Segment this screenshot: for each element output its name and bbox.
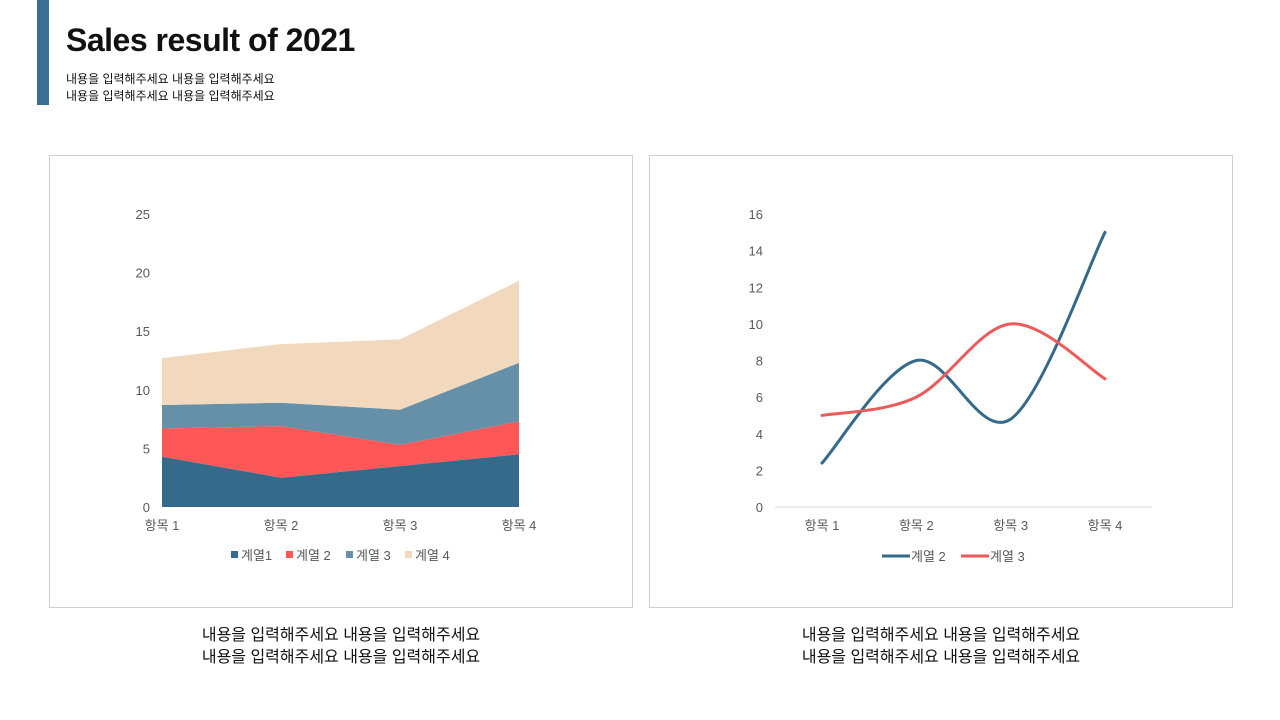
area-legend: 계열1 계열 2 계열 3 계열 4 xyxy=(231,548,450,563)
y-tick-label: 10 xyxy=(136,383,150,398)
area-chart-panel: 0 5 10 15 20 25 항목 1 항목 2 항목 3 항목 4 계열1 계열 2 계열 3 계열 … xyxy=(49,155,633,608)
line-series-계열2 xyxy=(820,230,1107,465)
area-series-계열4 xyxy=(162,280,519,410)
y-tick-label: 0 xyxy=(143,500,150,515)
y-tick-label: 15 xyxy=(136,324,150,339)
y-tick-label: 16 xyxy=(749,207,763,222)
caption-line: 내용을 입력해주세요 내용을 입력해주세요 xyxy=(201,649,481,666)
left-caption: 내용을 입력해주세요 내용을 입력해주세요 내용을 입력해주세요 내용을 입력해… xyxy=(49,625,633,669)
y-tick-label: 14 xyxy=(749,244,763,259)
x-tick-label: 항목 4 xyxy=(502,518,537,533)
x-tick-label: 항목 2 xyxy=(899,518,934,533)
y-tick-label: 4 xyxy=(756,427,763,442)
legend-label: 계열 3 xyxy=(990,549,1025,564)
x-tick-label: 항목 1 xyxy=(805,518,840,533)
legend-label: 계열 2 xyxy=(911,549,946,564)
x-tick-label: 항목 3 xyxy=(993,518,1028,533)
legend-label: 계열 4 xyxy=(415,548,450,563)
y-tick-label: 12 xyxy=(749,280,763,295)
page-subtitle: 내용을 입력해주세요 내용을 입력해주세요 내용을 입력해주세요 내용을 입력해… xyxy=(66,71,275,105)
y-tick-label: 20 xyxy=(136,266,150,281)
legend-label: 계열1 xyxy=(241,548,272,563)
area-series-계열1 xyxy=(162,454,519,507)
y-tick-label: 6 xyxy=(756,390,763,405)
title-accent-bar xyxy=(37,0,49,105)
legend-swatch xyxy=(286,551,293,558)
line-chart-panel: 0 2 4 6 8 10 12 14 16 항목 1 항목 2 항목 3 항목 4 계열 2 계열 3 xyxy=(649,155,1233,608)
page-title: Sales result of 2021 xyxy=(66,22,355,58)
x-tick-label: 항목 4 xyxy=(1088,518,1123,533)
stacked-area-chart: 0 5 10 15 20 25 항목 1 항목 2 항목 3 항목 4 계열1 계열 2 계열 3 계열 … xyxy=(136,207,537,563)
subtitle-line: 내용을 입력해주세요 내용을 입력해주세요 xyxy=(66,72,275,86)
y-tick-label: 10 xyxy=(749,317,763,332)
legend-swatch xyxy=(231,551,238,558)
subtitle-line: 내용을 입력해주세요 내용을 입력해주세요 xyxy=(66,89,275,103)
legend-label: 계열 3 xyxy=(356,548,391,563)
x-tick-label: 항목 2 xyxy=(264,518,299,533)
line-chart: 0 2 4 6 8 10 12 14 16 항목 1 항목 2 항목 3 항목 4 계열 2 계열 3 xyxy=(749,207,1152,564)
x-tick-label: 항목 3 xyxy=(383,518,418,533)
caption-line: 내용을 입력해주세요 내용을 입력해주세요 xyxy=(201,627,481,644)
y-tick-label: 0 xyxy=(756,500,763,515)
y-tick-label: 2 xyxy=(756,463,763,478)
line-legend: 계열 2 계열 3 xyxy=(882,549,1025,564)
caption-line: 내용을 입력해주세요 내용을 입력해주세요 xyxy=(801,627,1081,644)
legend-swatch xyxy=(346,551,353,558)
area-series-계열2 xyxy=(162,421,519,478)
area-series-계열3 xyxy=(162,362,519,445)
y-tick-label: 8 xyxy=(756,354,763,369)
x-tick-label: 항목 1 xyxy=(145,518,180,533)
line-series-계열3 xyxy=(820,322,1107,417)
right-caption: 내용을 입력해주세요 내용을 입력해주세요 내용을 입력해주세요 내용을 입력해… xyxy=(649,625,1233,669)
caption-line: 내용을 입력해주세요 내용을 입력해주세요 xyxy=(801,649,1081,666)
legend-label: 계열 2 xyxy=(296,548,331,563)
y-tick-label: 5 xyxy=(143,441,150,456)
legend-swatch xyxy=(405,551,412,558)
y-tick-label: 25 xyxy=(136,207,150,222)
